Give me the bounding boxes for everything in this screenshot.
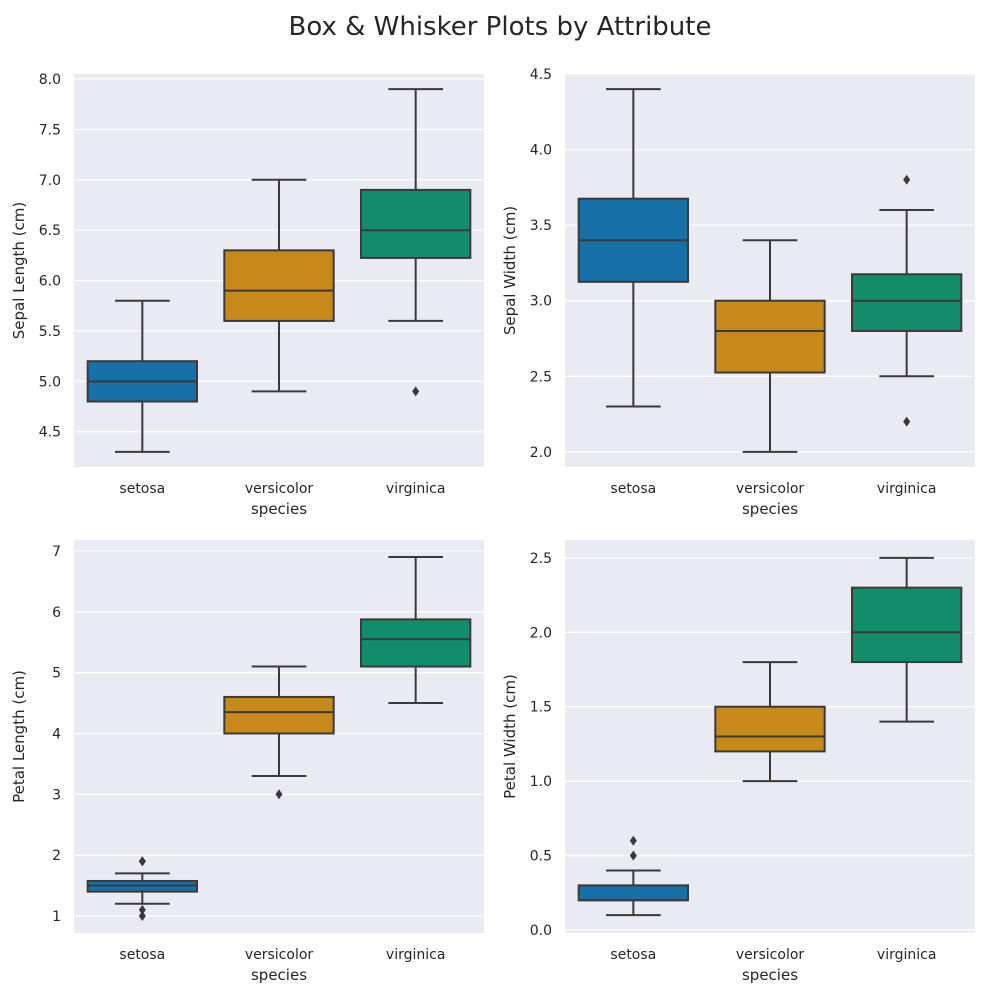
x-tick-label: virginica bbox=[877, 481, 937, 497]
y-tick-label: 2.0 bbox=[530, 625, 552, 641]
box-virginica bbox=[360, 556, 472, 705]
y-tick-label: 2.5 bbox=[530, 369, 552, 385]
outlier-point bbox=[138, 904, 146, 915]
box-iqr bbox=[577, 884, 690, 902]
x-tick-label: versicolor bbox=[245, 947, 314, 963]
box-iqr bbox=[360, 188, 472, 259]
box-setosa bbox=[86, 299, 198, 453]
y-tick-label: 2.0 bbox=[530, 445, 552, 461]
x-tick-label: virginica bbox=[877, 947, 937, 963]
y-tick-label: 5.5 bbox=[39, 324, 61, 340]
outlier-point bbox=[275, 789, 283, 800]
y-tick-label: 3.5 bbox=[530, 218, 552, 234]
outlier-point bbox=[138, 910, 146, 921]
outlier-point bbox=[903, 416, 911, 427]
box-setosa bbox=[577, 835, 690, 917]
x-axis-label: species bbox=[251, 500, 307, 518]
y-tick-label: 6.0 bbox=[39, 274, 61, 290]
y-tick-label: 1.0 bbox=[530, 774, 552, 790]
subplot-4: 0.0 0.5 1.0 1.5 2.0 2.5 setosa versicolor virgin… bbox=[501, 540, 975, 984]
box-virginica bbox=[851, 556, 963, 723]
subplot-3: 1 2 3 4 5 6 7 setosa versicolor virginica species P… bbox=[10, 540, 484, 984]
y-tick-label: 2 bbox=[52, 848, 61, 864]
y-tick-label: 4 bbox=[52, 726, 61, 742]
box-iqr bbox=[714, 705, 826, 753]
box-setosa bbox=[86, 856, 198, 921]
outlier-point bbox=[903, 174, 911, 185]
y-tick-label: 2.5 bbox=[530, 551, 552, 567]
x-tick-label: setosa bbox=[119, 947, 165, 963]
y-tick-label: 4.5 bbox=[39, 425, 61, 441]
y-tick-label: 0.0 bbox=[530, 923, 552, 939]
box-virginica bbox=[360, 88, 472, 397]
x-axis-label: species bbox=[251, 966, 307, 984]
box-versicolor bbox=[714, 661, 826, 783]
outlier-point bbox=[629, 850, 637, 861]
x-tick-label: setosa bbox=[610, 481, 656, 497]
y-tick-label: 4.5 bbox=[530, 67, 552, 83]
box-versicolor bbox=[223, 178, 335, 393]
subplot-2: 2.0 2.5 3.0 3.5 4.0 4.5 setosa versicolor virgin… bbox=[501, 67, 975, 518]
figure-title: Box & Whisker Plots by Attribute bbox=[288, 12, 712, 42]
x-tick-label: versicolor bbox=[736, 947, 805, 963]
x-tick-label: virginica bbox=[386, 481, 446, 497]
box-iqr bbox=[223, 249, 335, 322]
x-axis-label: species bbox=[742, 500, 798, 518]
box-iqr bbox=[360, 618, 472, 668]
box-versicolor bbox=[223, 665, 335, 800]
y-tick-label: 5.0 bbox=[39, 374, 61, 390]
outlier-point bbox=[629, 835, 637, 846]
y-tick-label: 3 bbox=[52, 787, 61, 803]
x-tick-label: setosa bbox=[119, 481, 165, 497]
y-tick-label: 7.5 bbox=[39, 122, 61, 138]
x-tick-label: virginica bbox=[386, 947, 446, 963]
subplot-1: 4.5 5.0 5.5 6.0 6.5 7.0 7.5 8.0 setosa versicolor… bbox=[10, 72, 484, 518]
y-axis-label: Sepal Width (cm) bbox=[501, 206, 519, 335]
box-versicolor bbox=[714, 239, 826, 453]
x-tick-label: versicolor bbox=[736, 481, 805, 497]
x-tick-label: versicolor bbox=[245, 481, 314, 497]
box-iqr bbox=[851, 586, 963, 664]
outlier-point bbox=[412, 386, 420, 397]
y-tick-label: 1.5 bbox=[530, 700, 552, 716]
x-axis-label: species bbox=[742, 966, 798, 984]
box-iqr bbox=[851, 273, 963, 332]
box-iqr bbox=[714, 299, 826, 374]
y-tick-label: 7 bbox=[52, 544, 61, 560]
y-tick-label: 5 bbox=[52, 666, 61, 682]
y-axis-label: Sepal Length (cm) bbox=[10, 202, 28, 339]
box-setosa bbox=[577, 88, 690, 408]
y-tick-label: 6 bbox=[52, 605, 61, 621]
x-tick-label: setosa bbox=[610, 947, 656, 963]
y-tick-label: 4.0 bbox=[530, 143, 552, 159]
y-axis-label: Petal Width (cm) bbox=[501, 674, 519, 799]
outlier-point bbox=[138, 856, 146, 867]
y-tick-label: 6.5 bbox=[39, 223, 61, 239]
box-virginica bbox=[851, 174, 963, 427]
y-axis-label: Petal Length (cm) bbox=[10, 670, 28, 803]
y-tick-label: 0.5 bbox=[530, 849, 552, 865]
y-tick-label: 8.0 bbox=[39, 72, 61, 88]
y-tick-label: 3.0 bbox=[530, 294, 552, 310]
y-tick-label: 7.0 bbox=[39, 173, 61, 189]
y-tick-label: 1 bbox=[52, 909, 61, 925]
box-iqr bbox=[223, 695, 335, 735]
